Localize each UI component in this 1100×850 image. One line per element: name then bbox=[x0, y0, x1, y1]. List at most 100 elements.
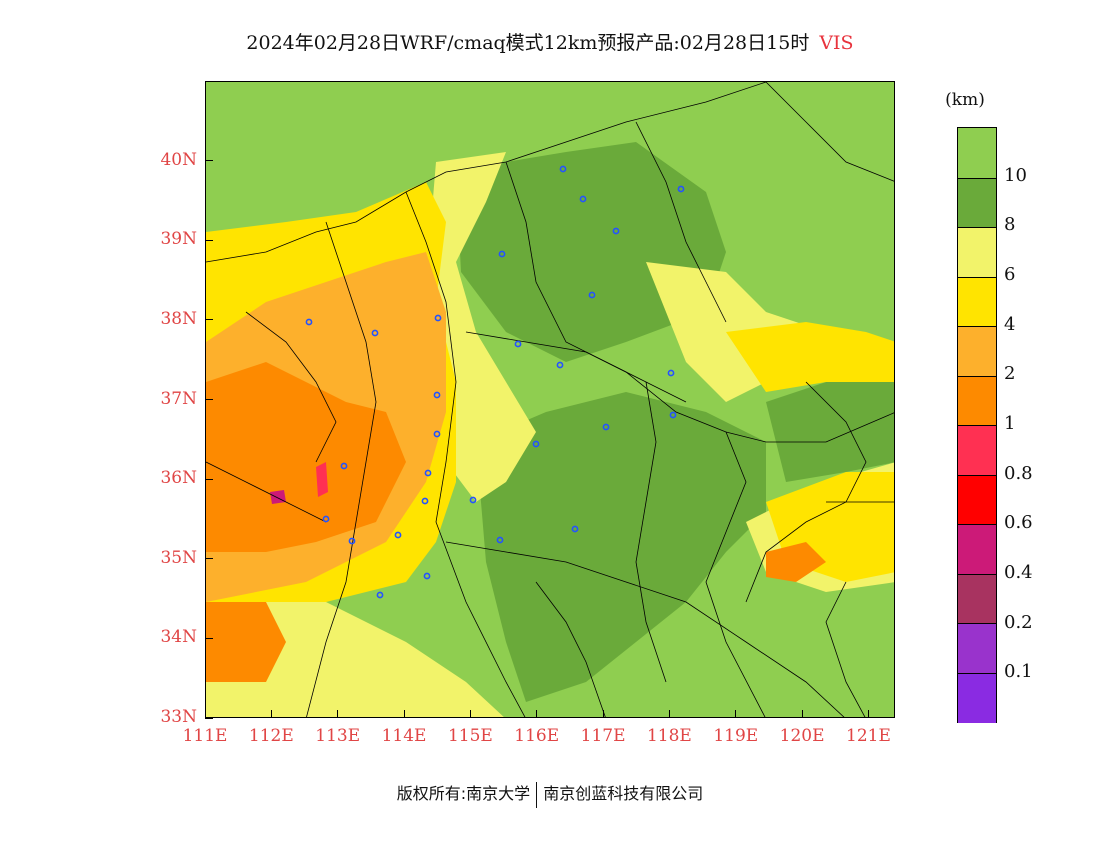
colorbar-segment bbox=[958, 227, 996, 278]
colorbar-label: 0.6 bbox=[1004, 512, 1033, 534]
lon-label: 118E bbox=[646, 726, 692, 746]
city-marker bbox=[514, 340, 522, 348]
colorbar-label: 0.1 bbox=[1004, 661, 1033, 683]
colorbar-segment bbox=[958, 672, 996, 723]
city-marker bbox=[602, 423, 610, 431]
field-8-10-south bbox=[476, 392, 766, 702]
colorbar-segment bbox=[958, 128, 996, 178]
colorbar-label: 10 bbox=[1004, 164, 1027, 186]
city-marker bbox=[677, 185, 685, 193]
lon-label: 116E bbox=[514, 726, 560, 746]
lon-label: 119E bbox=[713, 726, 759, 746]
field-6-8-sw bbox=[206, 602, 504, 717]
city-marker bbox=[532, 440, 540, 448]
copyright-right: 南京创蓝科技有限公司 bbox=[543, 784, 704, 803]
city-marker bbox=[579, 195, 587, 203]
lon-tick bbox=[403, 710, 405, 718]
field-1-2-east bbox=[766, 542, 826, 582]
city-marker bbox=[496, 536, 504, 544]
lon-tick bbox=[536, 710, 538, 718]
visibility-map bbox=[205, 81, 895, 718]
lat-label: 33N bbox=[160, 707, 197, 727]
colorbar-label: 0.2 bbox=[1004, 611, 1033, 633]
colorbar-segment bbox=[958, 623, 996, 674]
lon-label: 121E bbox=[846, 726, 891, 746]
lat-tick bbox=[205, 558, 213, 560]
city-marker bbox=[556, 361, 564, 369]
lat-tick bbox=[205, 637, 213, 639]
colorbar-segment bbox=[958, 474, 996, 525]
lon-tick bbox=[735, 710, 737, 718]
lat-label: 34N bbox=[160, 627, 197, 648]
colorbar-segment bbox=[958, 425, 996, 476]
title-variable: VIS bbox=[819, 32, 854, 54]
lon-label: 111E bbox=[182, 726, 228, 746]
colorbar-segment bbox=[958, 573, 996, 624]
field-lt1-spot-b bbox=[270, 490, 286, 504]
lat-label: 35N bbox=[160, 547, 197, 568]
city-marker bbox=[434, 314, 442, 322]
city-marker bbox=[433, 430, 441, 438]
colorbar-segment bbox=[958, 524, 996, 575]
colorbar-segment bbox=[958, 375, 996, 426]
map-svg bbox=[206, 82, 894, 717]
city-marker bbox=[588, 291, 596, 299]
lon-label: 114E bbox=[381, 726, 427, 746]
lat-tick bbox=[205, 478, 213, 480]
lat-label: 38N bbox=[160, 308, 197, 329]
lon-tick bbox=[801, 710, 803, 718]
lon-tick bbox=[270, 710, 272, 718]
colorbar-segment bbox=[958, 276, 996, 327]
city-marker bbox=[376, 591, 384, 599]
lat-label: 36N bbox=[160, 468, 197, 489]
city-marker bbox=[469, 496, 477, 504]
lat-tick bbox=[205, 399, 213, 400]
city-marker bbox=[305, 318, 313, 326]
field-1-2-sw bbox=[206, 602, 286, 682]
city-marker bbox=[571, 525, 579, 533]
lon-tick bbox=[867, 710, 869, 718]
city-marker bbox=[423, 572, 431, 580]
colorbar-label: 2 bbox=[1004, 363, 1016, 385]
city-marker bbox=[667, 369, 675, 377]
colorbar-label: 6 bbox=[1004, 264, 1016, 285]
lon-tick bbox=[469, 710, 471, 718]
lon-label: 115E bbox=[447, 726, 493, 746]
lat-tick bbox=[205, 160, 213, 162]
lat-tick bbox=[205, 239, 213, 241]
copyright-footer: 版权所有:南京大学 南京创蓝科技有限公司 bbox=[0, 780, 1100, 808]
city-marker bbox=[348, 537, 356, 545]
colorbar bbox=[957, 127, 997, 723]
chart-title: 2024年02月28日WRF/cmaq模式12km预报产品:02月28日15时 V… bbox=[0, 28, 1100, 55]
field-4-6-ne bbox=[726, 322, 894, 392]
city-marker bbox=[498, 250, 506, 258]
colorbar-label: 0.4 bbox=[1004, 562, 1033, 583]
lon-label: 113E bbox=[315, 726, 361, 746]
city-marker bbox=[394, 531, 402, 539]
lat-label: 37N bbox=[160, 388, 197, 409]
colorbar-label: 8 bbox=[1004, 214, 1016, 236]
field-8-10-east bbox=[766, 382, 894, 482]
city-marker bbox=[421, 497, 429, 505]
colorbar-label: 0.8 bbox=[1004, 462, 1033, 484]
city-marker bbox=[559, 165, 567, 173]
lon-label: 112E bbox=[248, 726, 294, 746]
lon-tick bbox=[602, 710, 604, 718]
city-marker bbox=[340, 462, 348, 470]
lon-label: 120E bbox=[779, 726, 825, 746]
field-lt1-spot-a bbox=[316, 462, 328, 497]
city-marker bbox=[322, 515, 330, 523]
city-marker bbox=[424, 469, 432, 477]
colorbar-unit: (km) bbox=[945, 90, 985, 110]
field-1-2-west bbox=[206, 362, 406, 552]
lat-label: 40N bbox=[160, 149, 197, 170]
field-8-10-central bbox=[456, 142, 726, 362]
lat-label: 39N bbox=[160, 229, 197, 250]
colorbar-label: 1 bbox=[1004, 413, 1016, 434]
colorbar-segment bbox=[958, 326, 996, 377]
city-marker bbox=[371, 329, 379, 337]
title-main: 2024年02月28日WRF/cmaq模式12km预报产品:02月28日15时 bbox=[246, 32, 810, 54]
colorbar-segment bbox=[958, 177, 996, 228]
lon-label: 117E bbox=[580, 726, 626, 746]
city-markers bbox=[305, 165, 685, 599]
